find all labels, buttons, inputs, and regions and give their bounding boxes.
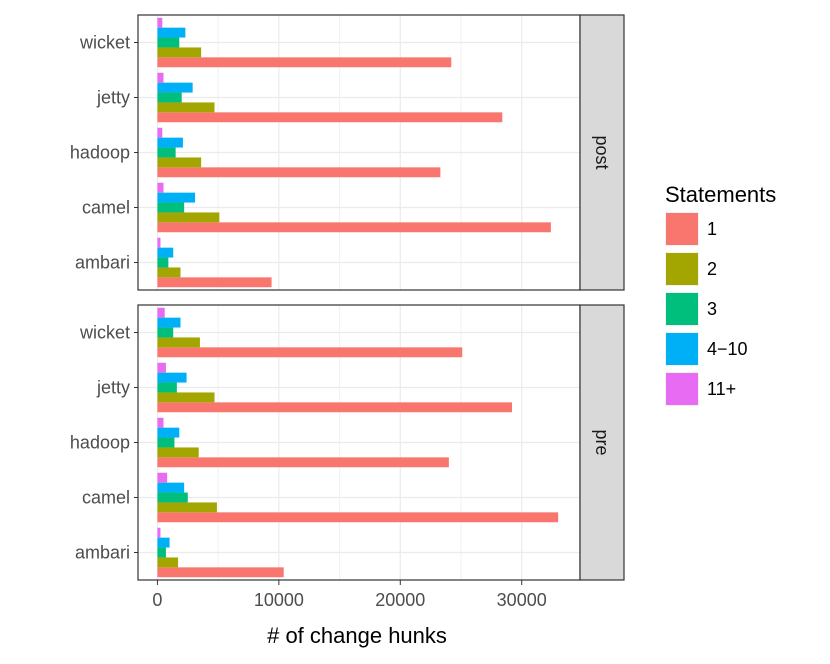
bar-post-wicket-3 — [157, 37, 180, 48]
facet-strip-label: post — [592, 135, 612, 169]
bar-post-ambari-2 — [157, 267, 181, 278]
bar-pre-hadoop-11+ — [157, 417, 164, 428]
bar-pre-hadoop-2 — [157, 447, 199, 458]
x-tick-label: 20000 — [375, 590, 425, 610]
legend-key — [666, 213, 698, 245]
bar-pre-jetty-11+ — [157, 362, 166, 373]
bar-post-wicket-4−10 — [157, 27, 186, 38]
bar-post-jetty-2 — [157, 102, 215, 113]
bar-post-camel-2 — [157, 212, 220, 223]
bar-pre-wicket-11+ — [157, 307, 165, 318]
bar-pre-jetty-1 — [157, 402, 512, 413]
bar-post-ambari-11+ — [157, 237, 161, 248]
bar-post-jetty-3 — [157, 92, 182, 103]
x-axis-title: # of change hunks — [267, 623, 447, 648]
bar-post-camel-1 — [157, 222, 551, 233]
x-tick-label: 10000 — [254, 590, 304, 610]
bar-pre-camel-4−10 — [157, 482, 185, 493]
bar-pre-wicket-3 — [157, 327, 174, 338]
bar-pre-camel-1 — [157, 512, 559, 523]
bar-post-hadoop-1 — [157, 167, 441, 178]
bar-pre-wicket-1 — [157, 347, 463, 358]
facet-strip — [579, 14, 625, 291]
y-tick-label: ambari — [75, 253, 130, 273]
y-tick-label: wicket — [79, 323, 130, 343]
legend-key — [666, 293, 698, 325]
bar-post-hadoop-2 — [157, 157, 202, 168]
bar-pre-ambari-1 — [157, 567, 284, 578]
bar-post-camel-3 — [157, 202, 185, 213]
bar-pre-camel-2 — [157, 502, 217, 513]
bar-post-ambari-3 — [157, 257, 169, 268]
legend-label: 4−10 — [707, 339, 748, 359]
bar-pre-ambari-11+ — [157, 527, 161, 538]
bar-pre-wicket-4−10 — [157, 317, 181, 328]
facet-panel-post: wicket jetty hadoop camel ambari post — [70, 14, 625, 291]
x-tick-label: 0 — [152, 590, 162, 610]
facet-strip-label: pre — [592, 429, 612, 455]
bar-post-wicket-11+ — [157, 17, 163, 28]
legend-label: 1 — [707, 219, 717, 239]
bar-post-jetty-1 — [157, 112, 503, 123]
y-tick-label: hadoop — [70, 143, 130, 163]
bar-pre-ambari-3 — [157, 547, 166, 558]
x-axis: 0 10000 20000 30000 — [152, 580, 547, 610]
bar-pre-hadoop-3 — [157, 437, 175, 448]
bar-post-hadoop-4−10 — [157, 137, 183, 148]
facet-panel-pre: wicket jetty hadoop camel ambari pre — [70, 304, 625, 581]
y-tick-label: hadoop — [70, 433, 130, 453]
legend-key — [666, 253, 698, 285]
bar-pre-wicket-2 — [157, 337, 200, 348]
legend-key — [666, 333, 698, 365]
legend: Statements 1 2 3 4−10 11+ — [665, 182, 776, 406]
bar-post-hadoop-3 — [157, 147, 176, 158]
facet-strip — [579, 304, 625, 581]
y-tick-label: wicket — [79, 33, 130, 53]
bar-post-camel-11+ — [157, 182, 164, 193]
y-tick-label: camel — [82, 198, 130, 218]
bar-post-ambari-4−10 — [157, 247, 174, 258]
x-tick-label: 30000 — [497, 590, 547, 610]
legend-key — [666, 373, 698, 405]
bar-pre-camel-11+ — [157, 472, 168, 483]
y-tick-label: camel — [82, 488, 130, 508]
y-tick-label: ambari — [75, 543, 130, 563]
bar-pre-hadoop-4−10 — [157, 427, 180, 438]
legend-label: 2 — [707, 259, 717, 279]
legend-label: 11+ — [707, 379, 736, 399]
bar-pre-ambari-4−10 — [157, 537, 170, 548]
bar-pre-jetty-3 — [157, 382, 177, 393]
bar-post-jetty-11+ — [157, 72, 164, 83]
y-tick-label: jetty — [96, 378, 130, 398]
bar-pre-jetty-4−10 — [157, 372, 187, 383]
bar-post-hadoop-11+ — [157, 127, 163, 138]
bar-pre-camel-3 — [157, 492, 188, 503]
bar-post-camel-4−10 — [157, 192, 196, 203]
bar-post-wicket-2 — [157, 47, 202, 58]
legend-label: 3 — [707, 299, 717, 319]
facet-panels: wicket jetty hadoop camel ambari post wicket je… — [70, 14, 625, 581]
bar-pre-jetty-2 — [157, 392, 215, 403]
bar-pre-hadoop-1 — [157, 457, 449, 468]
y-tick-label: jetty — [96, 88, 130, 108]
bar-post-jetty-4−10 — [157, 82, 193, 93]
legend-title: Statements — [665, 182, 776, 207]
bar-pre-ambari-2 — [157, 557, 179, 568]
bar-post-wicket-1 — [157, 57, 452, 68]
bar-post-ambari-1 — [157, 277, 272, 288]
